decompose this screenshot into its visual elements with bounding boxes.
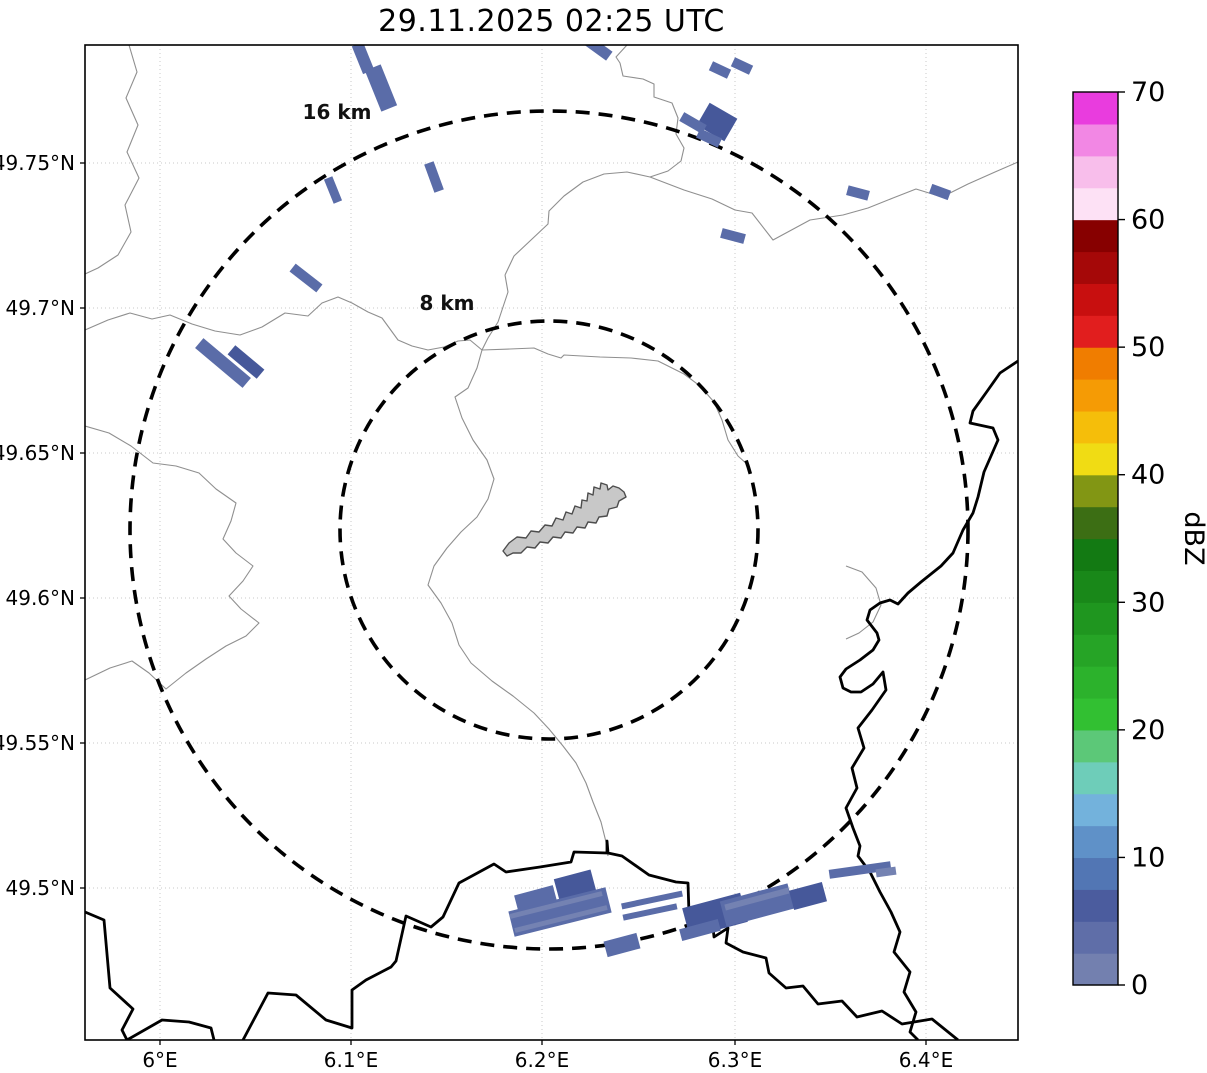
colorbar-segment (1073, 410, 1118, 444)
radar-echo (351, 45, 375, 75)
airport-outline (502, 482, 627, 557)
region-boundary (85, 296, 483, 351)
radar-echo (696, 128, 722, 148)
radar-echo (289, 263, 323, 293)
colorbar-tick-label: 0 (1131, 970, 1148, 1001)
colorbar-segment (1073, 729, 1118, 763)
region-boundary (649, 161, 1018, 241)
colorbar-segment (1073, 953, 1118, 986)
colorbar-segment (1073, 347, 1118, 380)
radar-echo (846, 185, 870, 201)
range-ring-8km (338, 319, 760, 741)
radar-echo (828, 861, 892, 879)
colorbar-segment (1073, 251, 1118, 284)
country-border (85, 910, 135, 1040)
radar-echo (364, 64, 398, 112)
radar-echo (424, 161, 444, 193)
radar-echo (875, 866, 897, 878)
radar-echo (788, 881, 828, 911)
colorbar-tick-label: 10 (1131, 842, 1165, 873)
colorbar-tick-label: 20 (1131, 715, 1165, 746)
radar-echo (679, 112, 707, 134)
colorbar-segment (1073, 602, 1118, 635)
radar-echo (583, 45, 613, 61)
x-tick-label: 6°E (142, 1048, 177, 1072)
colorbar-segment (1073, 634, 1118, 667)
y-tick-label: 49.6°N (6, 586, 76, 610)
colorbar-segment (1073, 379, 1118, 412)
region-boundary (85, 425, 260, 690)
colorbar-segment (1073, 857, 1118, 890)
colorbar-segment (1073, 474, 1118, 508)
x-tick-label: 6.1°E (324, 1048, 378, 1072)
x-tick-label: 6.4°E (899, 1048, 953, 1072)
x-tick-label: 6.3°E (708, 1048, 762, 1072)
range-ring-label: 16 km (303, 100, 372, 124)
radar-echo (195, 338, 251, 388)
colorbar-segment (1073, 793, 1118, 827)
radar-echo (514, 905, 608, 933)
colorbar-segment (1073, 761, 1118, 795)
radar-echo (227, 345, 265, 379)
radar-echo (622, 903, 678, 921)
colorbar-segment (1073, 187, 1118, 221)
colorbar-segment (1073, 570, 1118, 603)
country-border (241, 839, 959, 1040)
colorbar-tick-label: 40 (1131, 460, 1165, 491)
radar-echo (696, 102, 738, 142)
radar-echo (724, 887, 790, 911)
colorbar-tick-label: 70 (1131, 77, 1165, 108)
figure-title: 29.11.2025 02:25 UTC (378, 4, 725, 39)
radar-echo (603, 932, 641, 958)
region-boundary (481, 274, 509, 351)
colorbar-segment (1073, 666, 1118, 699)
colorbar-axis-label: dBZ (1178, 511, 1207, 565)
colorbar-segment (1073, 283, 1118, 316)
y-tick-label: 49.65°N (0, 441, 75, 465)
colorbar-frame (1072, 91, 1119, 986)
colorbar-segment (1073, 123, 1118, 157)
region-boundary (427, 349, 609, 857)
radar-echo (621, 890, 683, 910)
radar-echo (679, 919, 721, 941)
colorbar-segment (1073, 825, 1118, 859)
plot-frame (84, 44, 1019, 1041)
radar-echo (730, 57, 754, 75)
range-ring-16km (128, 109, 970, 951)
region-boundary (504, 45, 685, 276)
y-tick-label: 49.5°N (6, 876, 76, 900)
x-tick-label: 6.2°E (515, 1048, 569, 1072)
range-ring-label: 8 km (419, 291, 474, 315)
country-border (126, 1018, 216, 1040)
region-boundary (845, 565, 882, 640)
radar-echo (509, 891, 603, 919)
radar-echo (708, 61, 732, 79)
colorbar-segment (1073, 442, 1118, 476)
radar-echo (323, 176, 343, 204)
y-tick-label: 49.55°N (0, 731, 75, 755)
region-boundary (85, 45, 140, 275)
radar-echo (720, 228, 746, 244)
colorbar-segment (1073, 506, 1118, 540)
colorbar-tick-label: 30 (1131, 587, 1165, 618)
y-tick-label: 49.7°N (6, 296, 76, 320)
country-border (838, 359, 1018, 1040)
colorbar-segment (1073, 538, 1118, 571)
colorbar-segment (1073, 219, 1118, 253)
y-tick-label: 49.75°N (0, 151, 75, 175)
colorbar-tick-label: 60 (1131, 205, 1165, 236)
colorbar-segment (1073, 697, 1118, 731)
colorbar-segment (1073, 155, 1118, 189)
colorbar-segment (1073, 315, 1118, 348)
map-content: 16 km 8 km (85, 45, 1018, 1040)
region-boundary (481, 347, 749, 466)
colorbar-tick-label: 50 (1131, 332, 1165, 363)
radar-echo (928, 183, 952, 201)
colorbar-segment (1073, 889, 1118, 922)
colorbar-segment (1073, 921, 1118, 954)
colorbar-segment (1073, 92, 1118, 125)
